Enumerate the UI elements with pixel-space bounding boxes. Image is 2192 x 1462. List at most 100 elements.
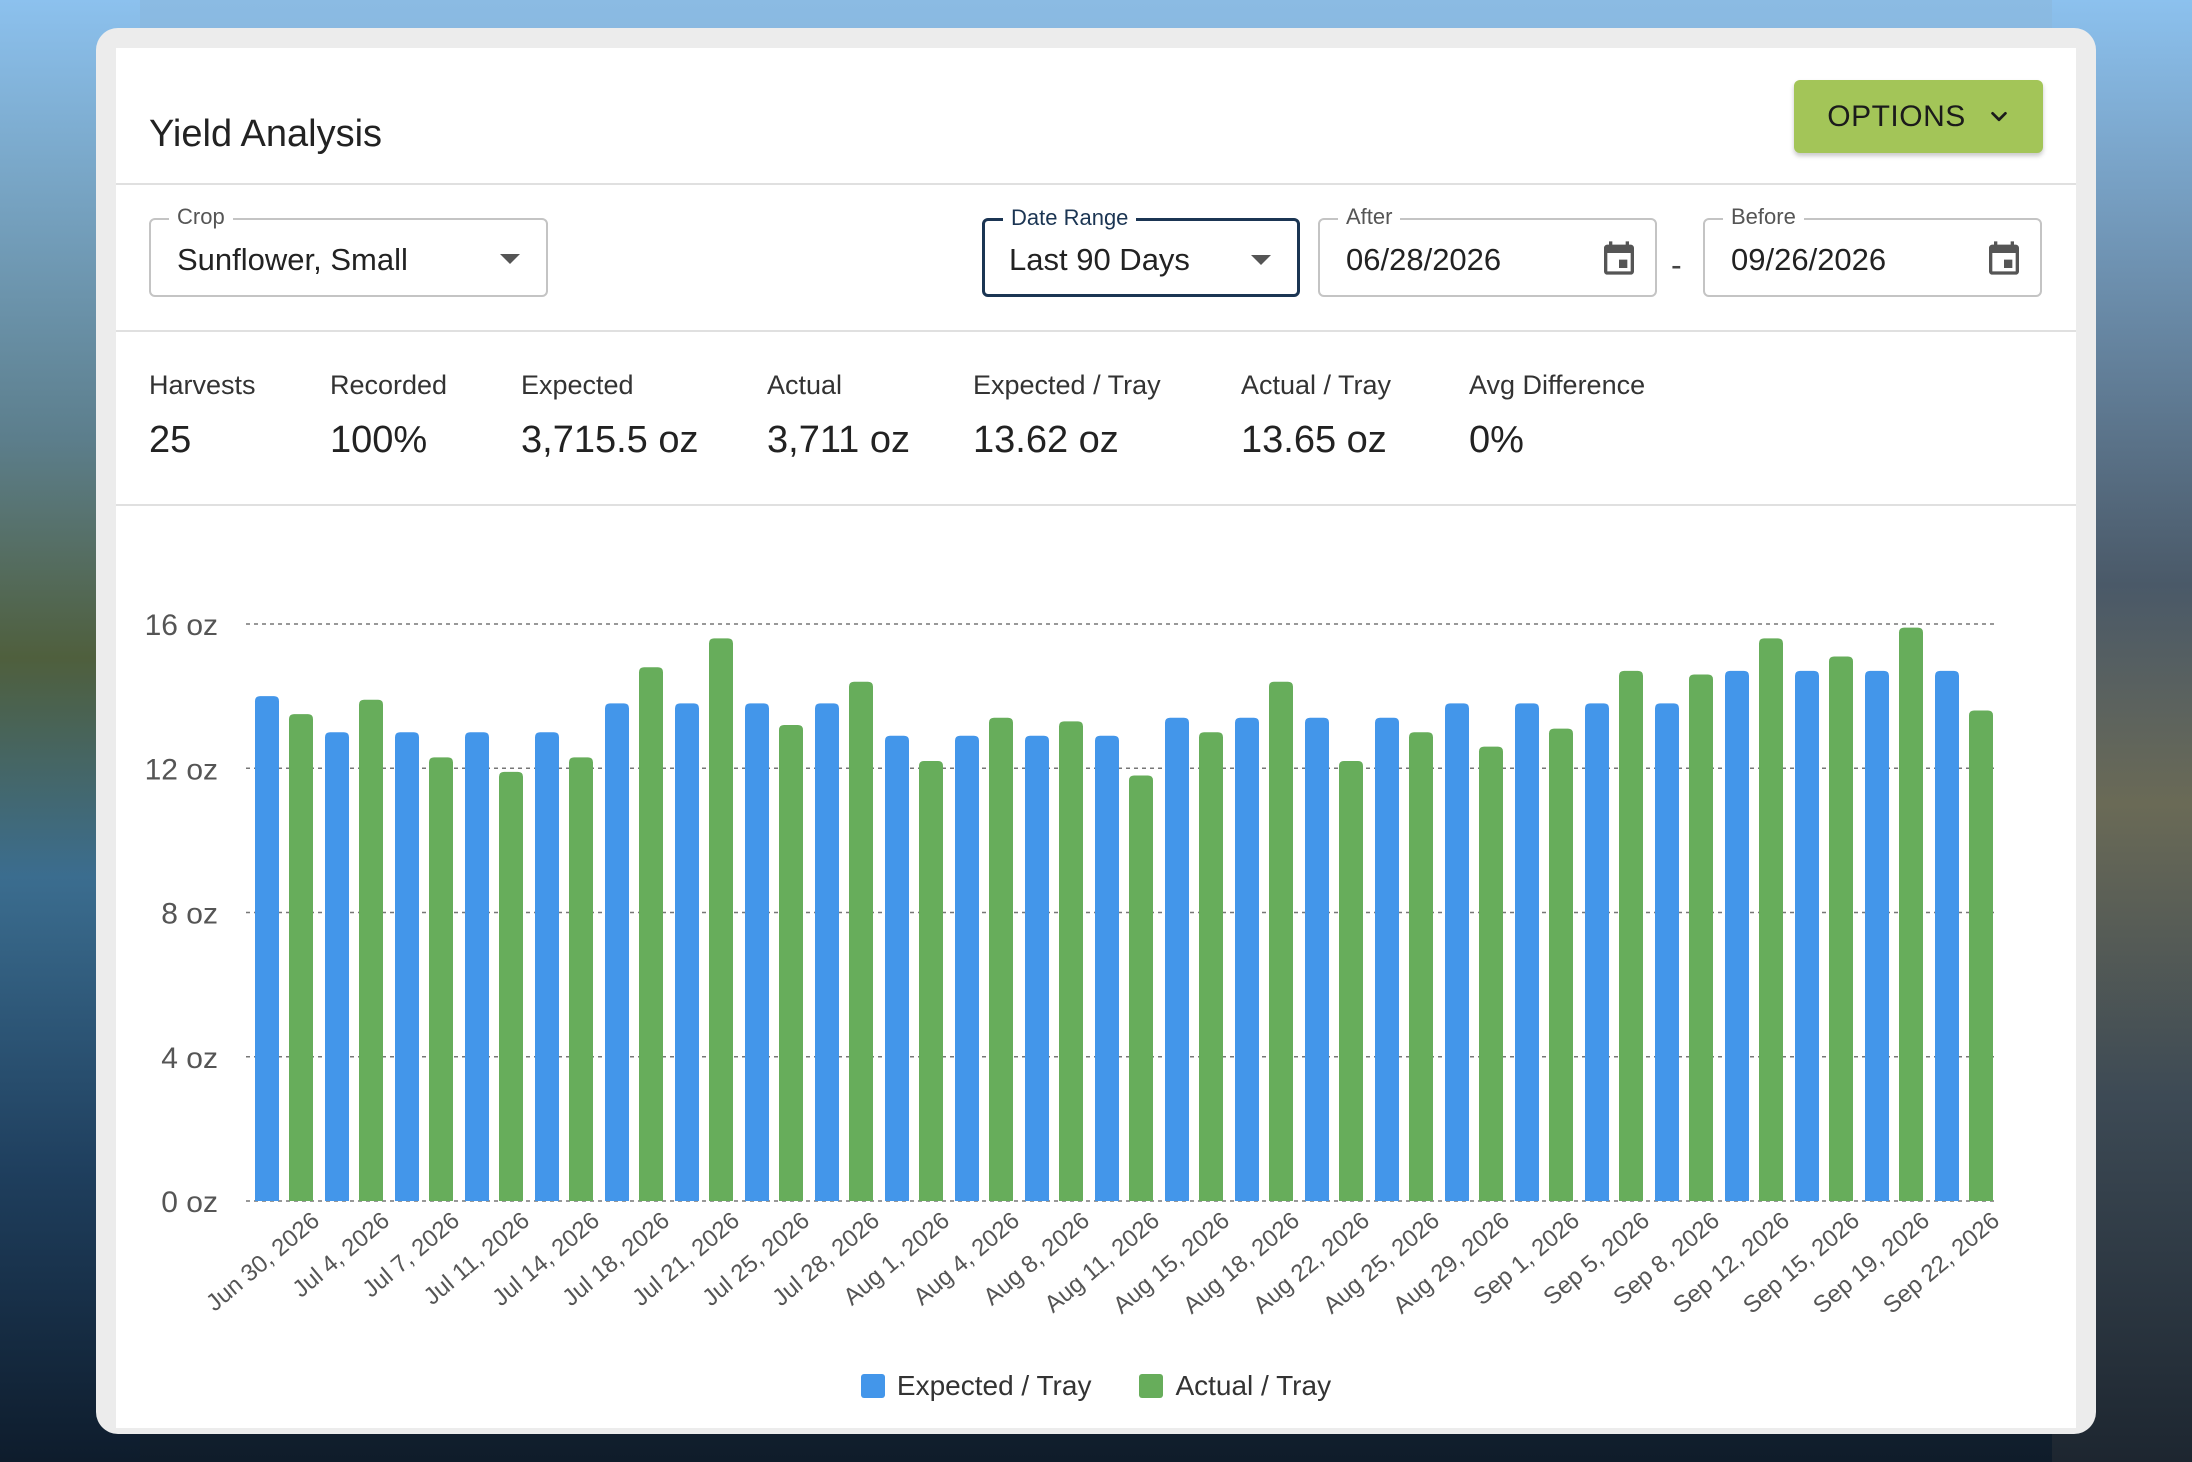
stats-summary: Harvests 25 Recorded 100% Expected 3,715… — [116, 332, 2076, 506]
bar-expected — [1235, 717, 1259, 1201]
stat-label: Recorded — [330, 370, 448, 400]
stat-value: 13.65 oz — [1241, 419, 1387, 461]
bar-actual — [1339, 761, 1363, 1201]
stat-harvests: Harvests 25 — [149, 370, 256, 462]
y-tick-label: 4 oz — [161, 1042, 218, 1075]
bar-actual — [1059, 721, 1083, 1201]
bar-expected — [1935, 670, 1959, 1201]
bar-expected — [885, 735, 909, 1201]
stat-value: 3,715.5 oz — [521, 419, 699, 461]
after-date-value: 06/28/2026 — [1346, 242, 1502, 277]
bar-expected — [325, 732, 349, 1201]
bar-actual — [1199, 732, 1223, 1201]
stat-label: Expected — [521, 370, 634, 400]
stat-value: 25 — [149, 419, 192, 461]
bar-expected — [1095, 735, 1119, 1201]
bar-expected — [465, 732, 489, 1201]
calendar-icon[interactable] — [1984, 237, 2024, 279]
dropdown-arrow-icon — [1251, 255, 1271, 265]
stat-label: Expected / Tray — [973, 370, 1161, 400]
crop-select-label: Crop — [169, 204, 233, 230]
bar-actual — [1899, 627, 1923, 1201]
bar-expected — [675, 703, 699, 1201]
bar-expected — [1515, 703, 1539, 1201]
stat-actual-per-tray: Actual / Tray 13.65 oz — [1241, 370, 1391, 462]
y-tick-label: 0 oz — [161, 1186, 218, 1219]
stat-value: 3,711 oz — [767, 419, 910, 461]
date-separator: - — [1671, 247, 1682, 283]
stat-avg-difference: Avg Difference 0% — [1469, 370, 1645, 462]
bar-expected — [1025, 735, 1049, 1201]
stat-label: Actual — [767, 370, 843, 400]
bar-actual — [1479, 746, 1503, 1201]
stat-label: Actual / Tray — [1241, 370, 1392, 400]
bar-expected — [605, 703, 629, 1201]
after-date-label: After — [1338, 204, 1401, 230]
bar-expected — [1725, 670, 1749, 1201]
bar-actual — [779, 724, 803, 1201]
legend-swatch-actual — [1139, 1374, 1164, 1398]
legend-swatch-expected — [860, 1374, 885, 1398]
stat-label: Harvests — [149, 370, 256, 400]
bar-actual — [709, 638, 733, 1201]
options-button[interactable]: OPTIONS — [1794, 80, 2043, 153]
bar-expected — [1165, 717, 1189, 1201]
y-tick-label: 16 oz — [145, 609, 218, 642]
chevron-down-icon — [1990, 111, 2007, 121]
legend-label-expected: Expected / Tray — [896, 1370, 1092, 1401]
date-range-select-value: Last 90 Days — [1009, 242, 1190, 277]
bar-expected — [1585, 703, 1609, 1201]
y-tick-label: 8 oz — [161, 898, 218, 931]
stat-expected: Expected 3,715.5 oz — [521, 370, 698, 462]
bar-actual — [1829, 656, 1853, 1201]
bar-actual — [919, 761, 943, 1201]
bar-actual — [1269, 681, 1293, 1201]
after-date-field[interactable]: After 06/28/2026 — [1318, 204, 1657, 297]
bar-actual — [1619, 670, 1643, 1201]
before-date-label: Before — [1723, 204, 1804, 230]
bar-expected — [1655, 703, 1679, 1201]
bar-actual — [1129, 775, 1153, 1201]
bar-expected — [1445, 703, 1469, 1201]
before-date-value: 09/26/2026 — [1731, 242, 1887, 277]
before-date-field[interactable]: Before 09/26/2026 — [1703, 204, 2042, 297]
bar-expected — [1305, 717, 1329, 1201]
bar-expected — [395, 732, 419, 1201]
bar-actual — [1549, 728, 1573, 1201]
bar-expected — [955, 735, 979, 1201]
crop-select-value: Sunflower, Small — [177, 242, 408, 277]
calendar-icon[interactable] — [1599, 237, 1639, 279]
date-range-select[interactable]: Date Range Last 90 Days — [982, 205, 1300, 297]
bar-actual — [849, 681, 873, 1201]
crop-select[interactable]: Crop Sunflower, Small — [149, 204, 548, 297]
card-header: Yield Analysis OPTIONS — [116, 48, 2076, 185]
bar-actual — [359, 699, 383, 1201]
legend-item-expected[interactable]: Expected / Tray — [860, 1370, 1092, 1402]
stat-value: 100% — [330, 419, 428, 461]
filters-bar: Crop Sunflower, Small Date Range Last 90… — [116, 185, 2076, 332]
y-tick-label: 12 oz — [145, 753, 218, 786]
bar-expected — [815, 703, 839, 1201]
chart-legend: Expected / Tray Actual / Tray — [116, 1370, 2076, 1402]
bar-actual — [289, 714, 313, 1201]
options-button-label: OPTIONS — [1827, 99, 1966, 133]
bar-expected — [745, 703, 769, 1201]
stat-label: Avg Difference — [1469, 370, 1646, 400]
date-range-select-label: Date Range — [1003, 205, 1137, 231]
window-frame: Yield Analysis OPTIONS Crop Sunflower, S… — [96, 28, 2096, 1434]
yield-analysis-card: Yield Analysis OPTIONS Crop Sunflower, S… — [116, 48, 2076, 1428]
legend-item-actual[interactable]: Actual / Tray — [1139, 1370, 1331, 1402]
bar-actual — [1969, 710, 1993, 1201]
dropdown-arrow-icon — [500, 254, 520, 264]
bar-expected — [1375, 717, 1399, 1201]
bar-actual — [1689, 674, 1713, 1201]
bar-expected — [255, 696, 279, 1201]
stat-expected-per-tray: Expected / Tray 13.62 oz — [973, 370, 1161, 462]
stat-recorded: Recorded 100% — [330, 370, 447, 462]
bar-actual — [1759, 638, 1783, 1201]
stat-actual: Actual 3,711 oz — [767, 370, 910, 462]
bar-expected — [1865, 670, 1889, 1201]
page-title: Yield Analysis — [149, 113, 383, 155]
bar-actual — [429, 757, 453, 1201]
